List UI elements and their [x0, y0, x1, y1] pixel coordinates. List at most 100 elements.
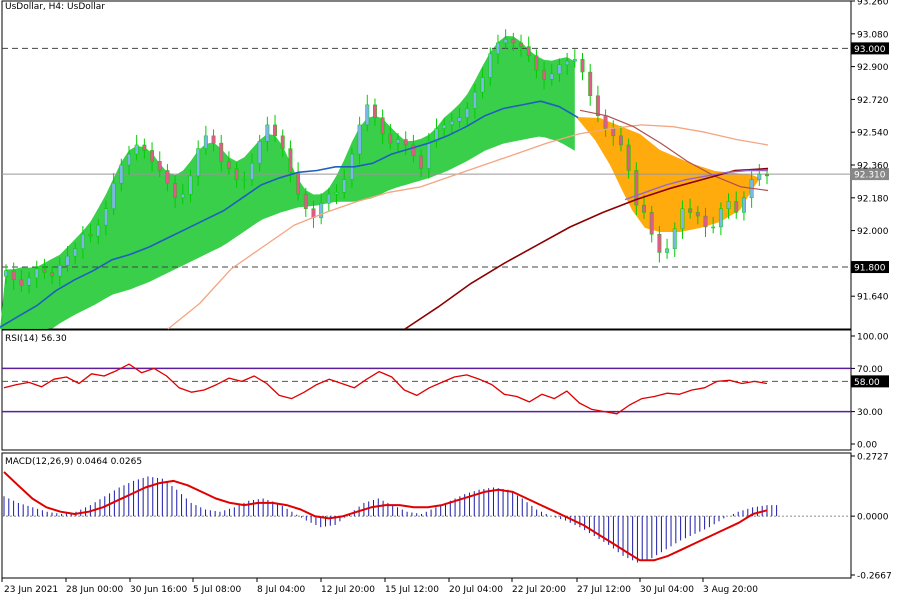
candle-body: [549, 73, 554, 80]
candle-body: [4, 270, 8, 277]
candle-body: [19, 279, 24, 286]
time-axis-label-11: 3 Aug 20:00: [703, 585, 758, 595]
candle-body: [718, 208, 723, 228]
candle-body: [649, 212, 654, 235]
candle-body: [127, 153, 131, 166]
candle-body: [296, 172, 301, 195]
price-axis-label-1: 93.080: [857, 30, 889, 40]
candle-body: [219, 142, 224, 162]
price-axis-label-6: 92.180: [857, 194, 889, 204]
candle-body: [426, 141, 431, 169]
candle-body: [11, 270, 16, 281]
candle-body: [495, 42, 500, 55]
ma-medium-line: [167, 124, 769, 330]
level-price-tag-1: [851, 261, 889, 274]
rsi-level-label: 58.00: [854, 378, 880, 388]
candle-body: [319, 203, 324, 219]
candle-body: [657, 233, 662, 253]
candle-body: [765, 173, 769, 177]
candle-body: [542, 69, 547, 80]
candle-body: [503, 39, 508, 44]
candle-body: [572, 59, 577, 62]
candle-body: [103, 208, 108, 226]
macd-axis-label-0: 0.2727: [857, 453, 889, 463]
candle-body: [603, 115, 608, 129]
candle-body: [580, 59, 585, 73]
candle-body: [711, 226, 716, 229]
rsi-axis-label-0: 100.00: [857, 333, 889, 343]
candle-body: [188, 175, 193, 195]
price-axis-label-0: 93.260: [857, 0, 889, 8]
candle-body: [142, 144, 147, 151]
candle-body: [380, 117, 385, 135]
candle-body: [565, 60, 570, 66]
level-price-tag-0: [851, 42, 889, 55]
candle-body: [50, 272, 55, 277]
time-axis-label-9: 27 Jul 12:00: [577, 585, 631, 595]
rsi-axis-label-1: 70.00: [857, 365, 883, 375]
candle-body: [734, 201, 739, 213]
candle-body: [741, 197, 746, 213]
candle-body: [403, 139, 408, 146]
candle-body: [434, 128, 439, 142]
candle-body: [242, 179, 247, 181]
candle-body: [88, 233, 93, 237]
candle-body: [642, 204, 646, 213]
candle-body: [157, 161, 162, 171]
rsi-axis-label-3: 0.00: [857, 441, 877, 451]
candle-body: [326, 193, 331, 204]
macd-axis-label-2: -0.2667: [857, 572, 892, 582]
candle-body: [73, 248, 78, 257]
candle-body: [665, 248, 670, 253]
candle-body: [511, 39, 516, 44]
rsi-line: [3, 363, 768, 415]
candle-body: [134, 144, 139, 155]
candle-body: [534, 55, 539, 71]
level-price-label-1: 91.800: [854, 264, 886, 274]
macd-axis-label-1: 0.0000: [857, 513, 889, 523]
time-axis-label-7: 20 Jul 04:00: [449, 585, 503, 595]
candle-body: [672, 228, 677, 250]
price-axis-label-7: 92.000: [857, 227, 889, 237]
candle-body: [334, 192, 339, 195]
candle-body: [373, 104, 377, 118]
time-axis-label-1: 28 Jun 00:00: [66, 585, 123, 595]
candle-body: [27, 277, 32, 286]
ma-purple-line: [624, 169, 768, 201]
candle-body: [357, 124, 362, 155]
time-axis-label-8: 22 Jul 20:00: [512, 585, 566, 595]
candle-body: [618, 135, 623, 146]
candle-body: [211, 135, 216, 144]
time-axis-label-5: 12 Jul 20:00: [321, 585, 375, 595]
candle-body: [226, 161, 231, 169]
candle-body: [757, 173, 762, 180]
candle-body: [96, 224, 101, 237]
candle-body: [526, 46, 531, 56]
candle-body: [150, 150, 155, 162]
candle-body: [288, 148, 293, 173]
candle-body: [472, 91, 477, 109]
candle-body: [726, 201, 731, 209]
candle-body: [365, 104, 370, 126]
candle-body: [257, 141, 262, 164]
current-price-tag: [851, 168, 889, 181]
candle-body: [173, 182, 178, 199]
candle-body: [634, 170, 639, 206]
macd-panel-frame: [1, 452, 852, 579]
price-axis-label-2: 92.900: [857, 63, 889, 73]
time-axis-label-2: 30 Jun 16:00: [130, 585, 187, 595]
time-axis-label-0: 23 Jun 2021: [4, 585, 58, 595]
time-axis-label-6: 15 Jul 12:00: [385, 585, 439, 595]
candle-body: [588, 71, 593, 97]
rsi-title: RSI(14) 56.30: [5, 334, 67, 344]
rsi-panel-frame: [1, 329, 852, 451]
rsi-axis-label-2: 30.00: [857, 408, 883, 418]
time-axis-label-3: 5 Jul 08:00: [193, 585, 242, 595]
price-axis-label-8: 91.640: [857, 293, 889, 303]
candle-body: [419, 155, 424, 169]
candle-body: [457, 117, 462, 122]
candle-body: [180, 193, 185, 199]
time-axis-label-4: 8 Jul 04:00: [257, 585, 306, 595]
